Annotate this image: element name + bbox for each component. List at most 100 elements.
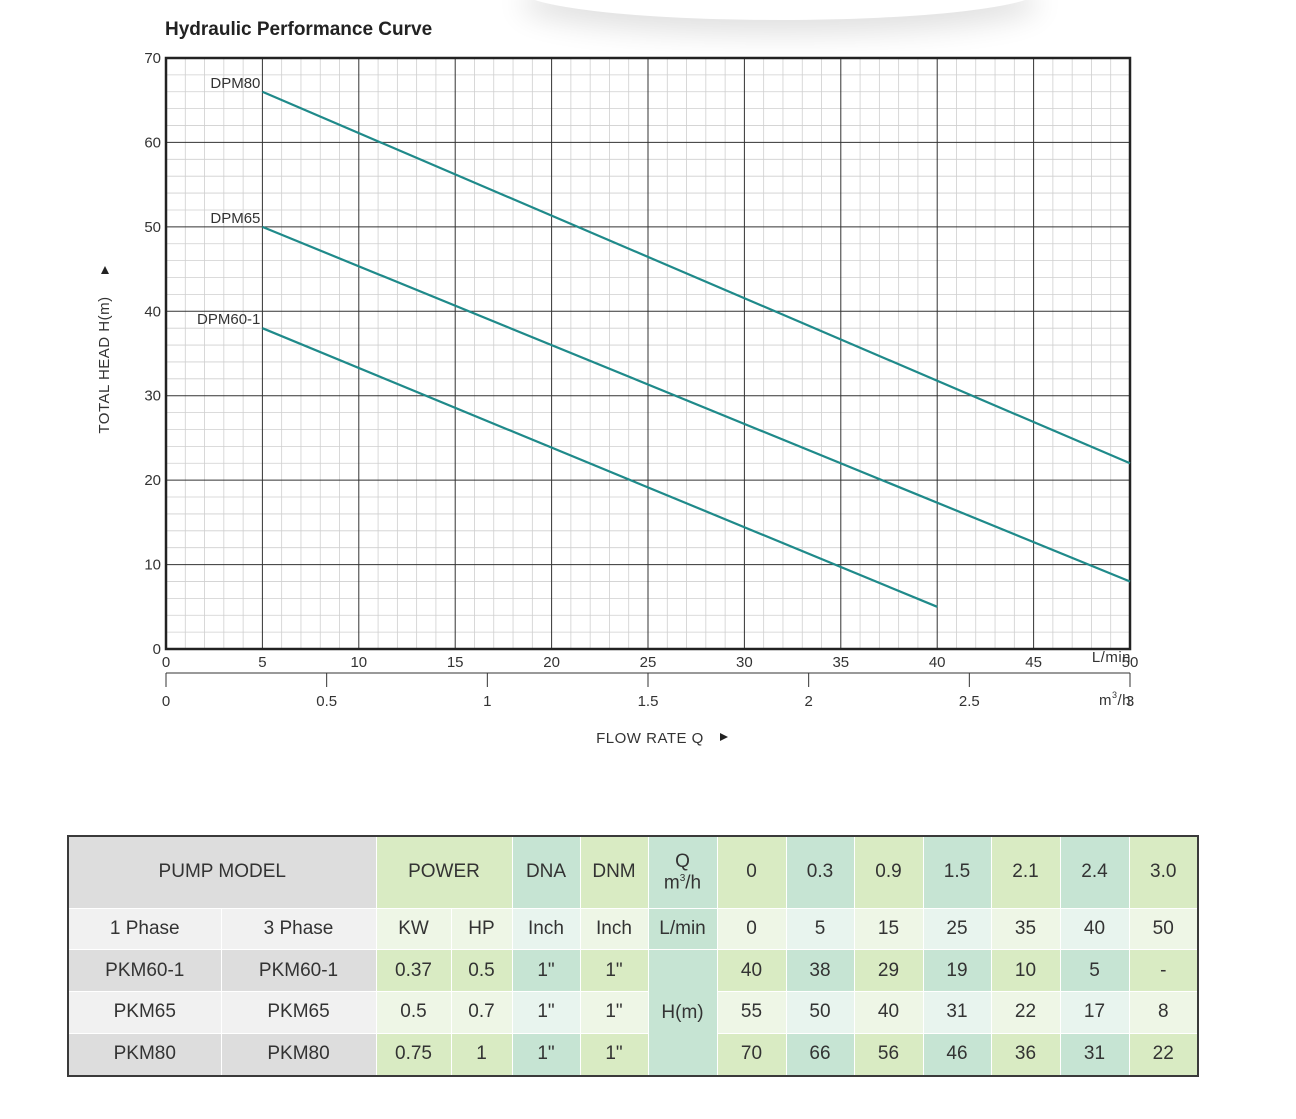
table-header-row: PUMP MODEL POWER DNA DNM Q m3/h 0 0.3 0.… bbox=[67, 835, 1199, 909]
x-axis-title: FLOW RATE Q bbox=[596, 730, 728, 747]
head-value: 56 bbox=[853, 1032, 924, 1077]
series-line bbox=[261, 327, 938, 608]
x-tick-label: 25 bbox=[640, 654, 657, 671]
dnm-value: 1" bbox=[579, 1032, 649, 1077]
table-row: PKM65 PKM65 0.5 0.7 1" 1" 55 50 40 31 22… bbox=[67, 991, 1199, 1034]
table-subheader-row: 1 Phase 3 Phase KW HP Inch Inch L/min 0 … bbox=[67, 907, 1199, 951]
head-value: 55 bbox=[716, 991, 787, 1034]
x-tick-label: 40 bbox=[929, 654, 946, 671]
hp-value: 1 bbox=[450, 1032, 513, 1077]
y-tick-label: 30 bbox=[144, 388, 161, 405]
x-tick-label: 5 bbox=[258, 654, 266, 671]
q-unit-base: m bbox=[663, 872, 680, 894]
lmin-header: L/min bbox=[647, 907, 718, 951]
dnm-value: 1" bbox=[579, 949, 649, 993]
phase3-header: 3 Phase bbox=[220, 907, 377, 951]
chart-title: Hydraulic Performance Curve bbox=[165, 19, 432, 40]
hm-header: H(m) bbox=[647, 949, 718, 1077]
minor-grid bbox=[166, 58, 1130, 649]
kw-value: 0.37 bbox=[375, 949, 452, 993]
pump-model-header: PUMP MODEL bbox=[67, 835, 377, 909]
model-3phase: PKM60-1 bbox=[220, 949, 377, 993]
secondary-tick-label: 0 bbox=[162, 693, 170, 710]
head-value: 40 bbox=[716, 949, 787, 993]
y-axis-arrow-icon bbox=[101, 266, 109, 274]
x-tick-label: 50 bbox=[1122, 654, 1139, 671]
series-line bbox=[261, 225, 1131, 583]
x-tick-label: 30 bbox=[736, 654, 753, 671]
series-line bbox=[261, 90, 1131, 465]
x-tick-label: 10 bbox=[350, 654, 367, 671]
model-3phase: PKM65 bbox=[220, 991, 377, 1034]
x-tick-label: 45 bbox=[1025, 654, 1042, 671]
power-header: POWER bbox=[375, 835, 513, 909]
y-tick-label: 50 bbox=[144, 219, 161, 236]
head-value: - bbox=[1128, 949, 1199, 993]
dna-value: 1" bbox=[511, 1032, 581, 1077]
kw-value: 0.75 bbox=[375, 1032, 452, 1077]
lmin-value: 5 bbox=[785, 907, 855, 951]
lmin-value: 35 bbox=[990, 907, 1061, 951]
head-value: 38 bbox=[785, 949, 855, 993]
lmin-value: 0 bbox=[716, 907, 787, 951]
dnm-value: 1" bbox=[579, 991, 649, 1034]
series-label: DPM80 bbox=[210, 75, 260, 92]
y-tick-label: 40 bbox=[144, 303, 161, 320]
q-label: Q bbox=[675, 851, 690, 873]
table-row: PKM80 PKM80 0.75 1 1" 1" 70 66 56 46 36 … bbox=[67, 1032, 1199, 1077]
y-tick-label: 20 bbox=[144, 472, 161, 489]
model-1phase: PKM60-1 bbox=[67, 949, 222, 993]
head-value: 66 bbox=[785, 1032, 855, 1077]
x-tick-label: 15 bbox=[447, 654, 464, 671]
lmin-value: 15 bbox=[853, 907, 924, 951]
head-value: 31 bbox=[922, 991, 992, 1034]
q-value: 0.3 bbox=[785, 835, 855, 909]
kw-header: KW bbox=[375, 907, 452, 951]
secondary-tick-label: 2 bbox=[804, 693, 812, 710]
x2-unit-label: m3/h bbox=[1099, 690, 1131, 709]
head-value: 36 bbox=[990, 1032, 1061, 1077]
secondary-tick-label: 1.5 bbox=[638, 693, 659, 710]
y-axis-title: TOTAL HEAD H(m) bbox=[96, 266, 113, 434]
dna-unit: Inch bbox=[511, 907, 581, 951]
secondary-tick-label: 1 bbox=[483, 693, 491, 710]
y-tick-label: 10 bbox=[144, 557, 161, 574]
y-tick-label: 0 bbox=[153, 641, 161, 658]
head-value: 22 bbox=[1128, 1032, 1199, 1077]
series-label: DPM60-1 bbox=[197, 311, 260, 328]
q-value: 2.1 bbox=[990, 835, 1061, 909]
model-1phase: PKM65 bbox=[67, 991, 222, 1034]
head-value: 29 bbox=[853, 949, 924, 993]
lmin-value: 25 bbox=[922, 907, 992, 951]
q-value: 1.5 bbox=[922, 835, 992, 909]
secondary-tick-label: 2.5 bbox=[959, 693, 980, 710]
secondary-x-axis: 0 0.5 1 1.5 2 2.5 3 bbox=[162, 672, 1134, 710]
hp-value: 0.5 bbox=[450, 949, 513, 993]
major-grid bbox=[165, 57, 1131, 650]
series-label: DPM65 bbox=[210, 210, 260, 227]
lmin-value: 40 bbox=[1059, 907, 1130, 951]
table-row: PKM60-1 PKM60-1 0.37 0.5 1" 1" H(m) 40 3… bbox=[67, 949, 1199, 1077]
dna-header: DNA bbox=[511, 835, 581, 909]
q-unit-sup: 3 bbox=[679, 873, 686, 885]
head-value: 50 bbox=[785, 991, 855, 1034]
head-value: 70 bbox=[716, 1032, 787, 1077]
series-lines bbox=[261, 90, 1131, 608]
x-tick-labels: 0 5 10 15 20 25 30 35 40 45 50 bbox=[162, 654, 1139, 671]
secondary-tick-label: 3 bbox=[1126, 693, 1134, 710]
y-axis-label: TOTAL HEAD H(m) bbox=[96, 296, 113, 433]
x-axis-label: FLOW RATE Q bbox=[596, 730, 704, 747]
kw-value: 0.5 bbox=[375, 991, 452, 1034]
hp-value: 0.7 bbox=[450, 991, 513, 1034]
x-tick-label: 20 bbox=[543, 654, 560, 671]
secondary-tick-label: 0.5 bbox=[316, 693, 337, 710]
x-unit-label: L/min bbox=[1092, 649, 1131, 666]
x-tick-label: 35 bbox=[832, 654, 849, 671]
plot-frame bbox=[164, 56, 1132, 651]
model-1phase: PKM80 bbox=[67, 1032, 222, 1077]
q-value: 0 bbox=[716, 835, 787, 909]
x2-unit-sup: 3 bbox=[1112, 690, 1118, 700]
model-3phase: PKM80 bbox=[220, 1032, 377, 1077]
head-value: 40 bbox=[853, 991, 924, 1034]
head-value: 19 bbox=[922, 949, 992, 993]
